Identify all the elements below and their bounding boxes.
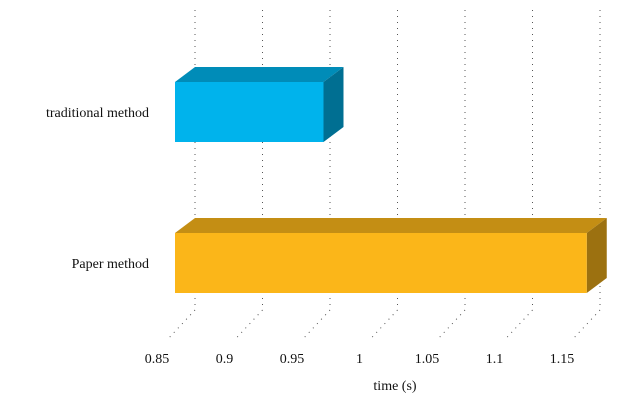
- x-tick-label-0: 0.85: [145, 352, 170, 367]
- bar-front-face-0: [175, 82, 324, 142]
- gridlines: [166, 10, 601, 341]
- bar-top-face-0: [175, 67, 344, 82]
- bars: [175, 67, 607, 293]
- floor-gridline-3: [369, 309, 398, 341]
- x-tick-label-4: 1.05: [415, 352, 440, 367]
- floor-gridline-6: [571, 309, 601, 341]
- bar-0: [175, 67, 344, 142]
- floor-gridline-4: [436, 309, 466, 341]
- x-tick-label-1: 0.9: [216, 352, 234, 367]
- x-tick-label-5: 1.1: [486, 352, 504, 367]
- x-tick-label-2: 0.95: [280, 352, 305, 367]
- floor-gridline-1: [234, 309, 263, 341]
- x-axis-title: time (s): [373, 379, 416, 394]
- category-labels: traditional method Paper method: [46, 106, 149, 272]
- category-label-0: traditional method: [46, 106, 149, 121]
- floor-gridline-0: [166, 309, 196, 341]
- floor-gridline-5: [504, 309, 533, 341]
- bar-top-face-1: [175, 218, 607, 233]
- bar-1: [175, 218, 607, 293]
- x-tick-label-3: 1: [356, 352, 363, 367]
- bar-side-face-1: [586, 218, 607, 293]
- bar-front-face-1: [175, 233, 587, 293]
- category-label-1: Paper method: [72, 257, 149, 272]
- floor-gridline-2: [301, 309, 331, 341]
- x-tick-label-6: 1.15: [550, 352, 575, 367]
- bar-side-face-0: [323, 67, 344, 142]
- x-tick-labels: 0.85 0.9 0.95 1 1.05 1.1 1.15: [145, 352, 575, 367]
